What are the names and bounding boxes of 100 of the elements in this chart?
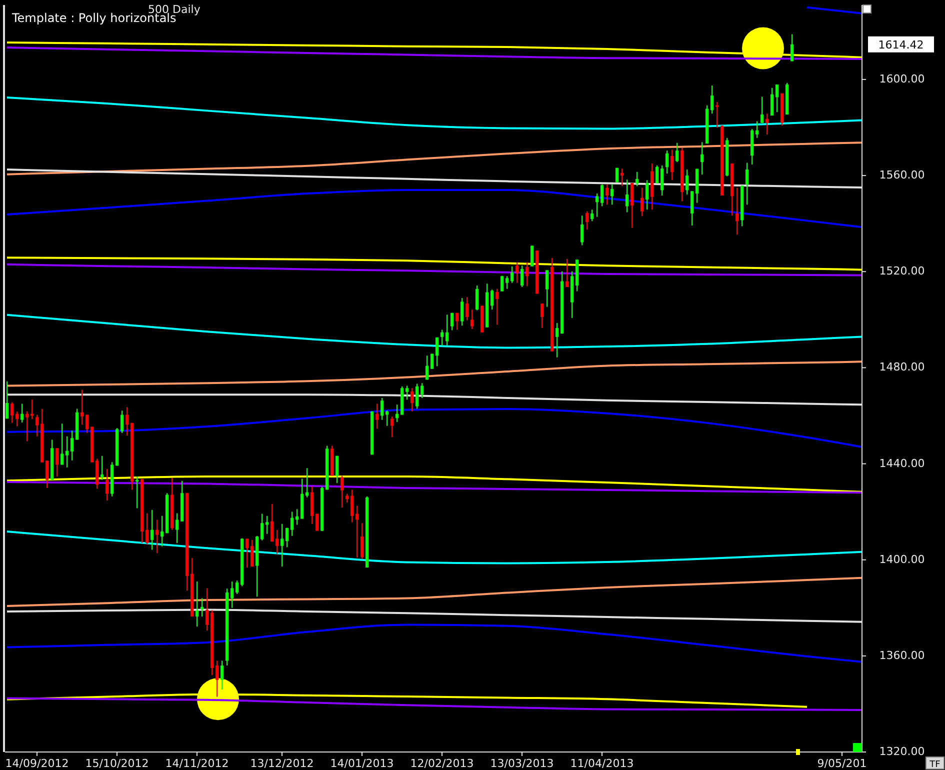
candlestick [350, 489, 354, 523]
candlestick [386, 410, 388, 426]
candlestick [546, 270, 548, 308]
line-series [6, 46, 862, 60]
candlestick [340, 475, 344, 508]
candlestick [146, 512, 148, 546]
candlestick [86, 414, 88, 434]
x-tick-label: 14/11/2012 [165, 757, 229, 770]
candlestick [496, 288, 498, 326]
candlestick [36, 414, 38, 437]
candlestick [406, 385, 408, 400]
candlestick [440, 329, 444, 346]
candlestick [270, 503, 274, 542]
line-series [6, 530, 862, 564]
candlestick [506, 276, 508, 290]
candlestick [620, 168, 624, 187]
candlestick [590, 209, 594, 222]
candlestick [746, 162, 748, 206]
candlestick [150, 509, 154, 550]
candlestick [710, 84, 714, 114]
y-tick-label: 1360.00 [879, 648, 925, 662]
candlestick [426, 355, 428, 380]
line-series [6, 314, 862, 349]
candlestick [46, 460, 48, 489]
candlestick [356, 505, 358, 558]
candlestick [736, 187, 738, 236]
candlestick [120, 410, 124, 434]
candlestick [220, 660, 224, 690]
line-series [6, 142, 862, 176]
candlestick [700, 142, 704, 176]
candlestick [500, 275, 504, 292]
candlestick [520, 265, 524, 288]
line-series [6, 693, 808, 708]
candlestick [306, 468, 308, 498]
candlestick [10, 402, 14, 424]
candlestick [290, 511, 294, 536]
y-tick-label: 1440.00 [879, 456, 925, 470]
x-tick-label: 9/05/201 [817, 757, 867, 770]
candlestick [80, 389, 84, 426]
candlestick [540, 303, 544, 329]
x-tick-label: 15/10/2012 [85, 757, 149, 770]
line-series [6, 481, 862, 494]
candlestick [26, 410, 28, 442]
candlestick [266, 515, 268, 534]
text: 1614.42 [878, 38, 924, 52]
candlestick [646, 180, 648, 210]
candlestick [586, 210, 588, 230]
line-series [6, 188, 862, 228]
candlestick [16, 411, 18, 427]
candlestick [756, 120, 758, 138]
y-tick-label: 1480.00 [879, 360, 925, 374]
candlestick [196, 580, 198, 628]
candlestick [490, 289, 494, 310]
candlestick [636, 171, 638, 187]
candlestick [20, 403, 24, 423]
line-series [6, 408, 862, 448]
candlestick [6, 380, 8, 420]
y-tick-label: 1520.00 [879, 264, 925, 278]
candlestick [236, 580, 238, 594]
candlestick [286, 527, 288, 548]
candlestick [510, 266, 514, 284]
candlestick [790, 34, 794, 62]
candlestick [666, 150, 668, 174]
candlestick [466, 296, 468, 321]
candlestick [566, 258, 568, 288]
candlestick [56, 448, 58, 477]
line-series [6, 697, 862, 711]
x-tick-label: 14/01/2013 [330, 757, 394, 770]
candlestick [106, 468, 108, 502]
candlestick [390, 416, 394, 438]
x-tick-label: 13/12/2012 [250, 757, 314, 770]
y-tick-label: 1560.00 [879, 168, 925, 182]
y-tick-label: 1600.00 [879, 72, 925, 86]
candlestick [716, 102, 718, 128]
candlestick [70, 430, 74, 461]
candlestick [450, 312, 454, 331]
x-tick-label: 11/04/2013 [570, 757, 634, 770]
x-tick-label: 13/03/2013 [490, 757, 554, 770]
candlestick [610, 184, 614, 206]
candlestick [360, 522, 364, 560]
line-series [6, 96, 862, 130]
candlestick [640, 187, 644, 217]
candlestick [416, 383, 418, 410]
candlestick [760, 96, 764, 124]
candlestick [250, 539, 254, 568]
candlestick [770, 87, 774, 116]
candlestick [136, 476, 138, 509]
y-tick-label: 1320.00 [879, 745, 925, 758]
line-series [6, 576, 862, 607]
candlestick [776, 84, 778, 113]
candlestick [100, 455, 104, 480]
candlestick [556, 322, 558, 358]
candlestick [626, 179, 628, 213]
line-series [6, 360, 862, 387]
line-series [6, 256, 862, 271]
candlestick [376, 403, 378, 430]
candlestick [476, 285, 478, 311]
candlestick [456, 312, 458, 330]
candlestick [336, 455, 338, 484]
candlestick [260, 513, 264, 541]
